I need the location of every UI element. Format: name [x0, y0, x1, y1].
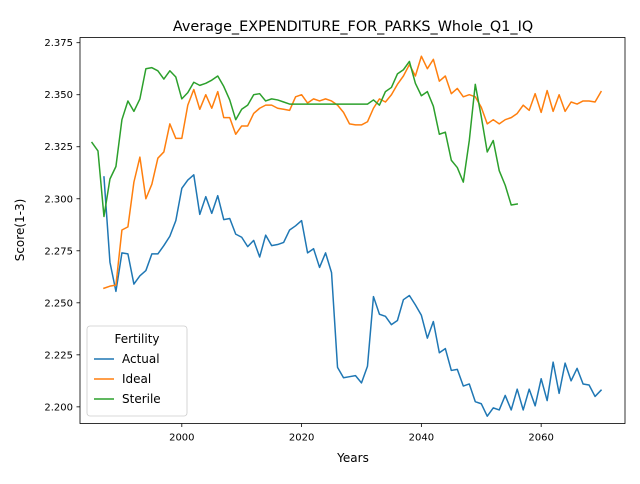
x-tick-label: 2000	[169, 433, 194, 444]
chart-title: Average_EXPENDITURE_FOR_PARKS_Whole_Q1_I…	[173, 19, 533, 35]
x-axis-label: Years	[336, 451, 369, 465]
y-tick-label: 2.350	[44, 90, 73, 101]
legend-box	[86, 325, 188, 417]
y-tick-label: 2.375	[44, 38, 73, 49]
legend-label-actual: Actual	[122, 352, 160, 366]
y-tick-label: 2.225	[44, 350, 73, 361]
y-tick-label: 2.250	[44, 298, 73, 309]
plot-lines	[90, 55, 603, 417]
y-tick-label: 2.275	[44, 246, 73, 257]
x-axis: 2000 2020 2040 2060	[169, 423, 554, 444]
y-tick-label: 2.325	[44, 142, 73, 153]
legend: Fertility Actual Ideal Sterile	[86, 325, 188, 417]
plot-frame	[79, 37, 626, 424]
y-axis-label: Score(1-3)	[13, 199, 27, 262]
x-tick-label: 2060	[528, 433, 553, 444]
y-axis: 2.200 2.225 2.250 2.275 2.300 2.325 2.350 2.375	[44, 38, 80, 413]
series-line-sterile	[90, 60, 519, 218]
x-tick-label: 2040	[409, 433, 434, 444]
series-line-ideal	[103, 55, 603, 290]
legend-label-sterile: Sterile	[122, 392, 161, 406]
legend-title: Fertility	[114, 332, 159, 346]
x-tick-label: 2020	[289, 433, 314, 444]
y-tick-label: 2.300	[44, 194, 73, 205]
legend-label-ideal: Ideal	[122, 372, 151, 386]
y-tick-label: 2.200	[44, 402, 73, 413]
series-line-actual	[103, 174, 603, 417]
